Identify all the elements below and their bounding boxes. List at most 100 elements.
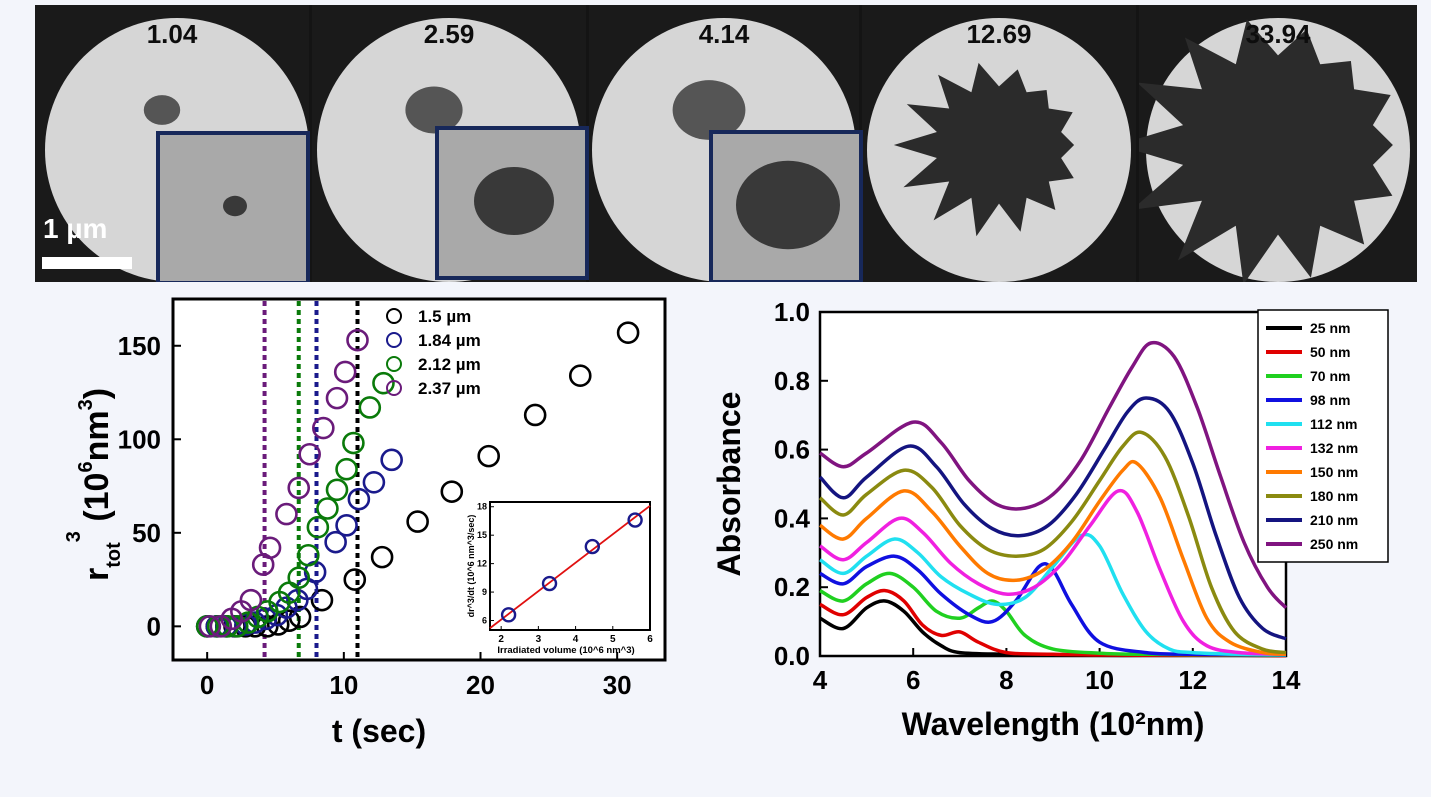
absorbance-chart: 4 6 8 10 12 14 0.0 0.2 0.4 0.6 0.8 1.0 Wavelength (1… (711, 297, 1389, 742)
y-tick-label: 0.2 (774, 572, 810, 602)
legend-label: 50 nm (1310, 344, 1350, 360)
frame-image (589, 5, 859, 282)
y-tick-label: 0 (147, 611, 161, 641)
legend-label: 2.12 µm (418, 355, 481, 374)
x-tick-label: 0 (200, 670, 214, 700)
nanoparticle (672, 80, 746, 140)
data-point (239, 588, 263, 612)
liquid-cell-window (317, 18, 581, 282)
inset-y-tick-label: 18 (477, 502, 487, 512)
data-point (287, 476, 311, 500)
legend-label: 150 nm (1310, 464, 1358, 480)
data-point (380, 448, 403, 472)
data-point (324, 530, 347, 554)
y-axis-label-part: ) (78, 388, 116, 399)
data-point (312, 416, 335, 440)
series-markers (198, 328, 369, 638)
liquid-cell-window (1139, 18, 1410, 282)
data-point (440, 480, 464, 503)
inset-y-tick-label: 12 (477, 559, 487, 569)
series-line (818, 396, 1287, 641)
data-point (325, 386, 349, 410)
inset-x-tick-label: 2 (498, 634, 504, 645)
legend-label: 2.37 µm (418, 379, 481, 398)
y-tick-label: 0.6 (774, 435, 810, 465)
legend-label: 1.84 µm (418, 331, 481, 350)
inset-x-axis-label: Irradiated volume (10^6 nm^3) (497, 645, 634, 656)
data-point (568, 364, 592, 387)
inset-data-point (584, 538, 601, 555)
tem-frame-2: 2.59 (312, 5, 586, 282)
nanoparticle (1139, 19, 1393, 282)
data-point (333, 360, 357, 384)
legend-label: 112 nm (1310, 416, 1357, 432)
y-axis-label: rtot3 (106nm3) (63, 388, 125, 581)
x-tick-label: 30 (603, 670, 632, 700)
inset-data-point (627, 512, 643, 528)
data-point (234, 613, 257, 636)
x-tick-label: 12 (1178, 665, 1207, 695)
inset-y-tick-label: 15 (477, 530, 487, 540)
data-point (254, 607, 278, 631)
series-line (818, 459, 1287, 657)
y-axis-label-part: r (78, 568, 116, 581)
nanoparticle (405, 86, 463, 134)
y-axis-label: Absorbance (711, 392, 747, 577)
x-tick-label: 6 (906, 665, 920, 695)
data-point (370, 545, 394, 569)
y-axis-label-part: 3 (75, 399, 97, 410)
data-point (277, 609, 301, 633)
liquid-cell-window (592, 18, 856, 282)
frame-image (862, 5, 1136, 282)
y-axis-label-part: nm (78, 410, 116, 461)
nanoparticle (143, 95, 181, 125)
data-point (310, 588, 334, 612)
data-point (372, 371, 395, 395)
data-point (362, 471, 386, 494)
y-axis-label-part: tot (103, 542, 125, 568)
inset-chart: 2 3 4 5 6 6 9 12 15 18 Irradiated volume (10^6 nm^… (466, 501, 653, 656)
frame-time-label: 12.69 (966, 19, 1032, 49)
frame-image (1139, 5, 1417, 282)
cell-window-disk (592, 18, 856, 282)
tem-frame-1: 1.04 1 µm (35, 5, 309, 282)
scale-bar-label: 1 µm (43, 213, 108, 244)
data-point (335, 457, 358, 481)
inset-x-tick-label: 3 (536, 634, 542, 645)
data-point (343, 568, 367, 591)
y-tick-label: 100 (118, 424, 161, 454)
y-tick-label: 0.4 (774, 503, 811, 533)
data-point (523, 403, 547, 427)
inset-x-tick-label: 5 (610, 634, 616, 645)
scale-bar (42, 257, 132, 269)
x-tick-label: 14 (1272, 665, 1301, 695)
legend-label: 210 nm (1310, 512, 1358, 528)
x-axis-label: t (sec) (332, 713, 426, 749)
data-point (287, 566, 311, 589)
legend-marker (386, 356, 402, 372)
frame-time-label: 2.59 (423, 19, 475, 49)
inset-x-tick-label: 4 (573, 634, 579, 645)
x-tick-label: 20 (466, 670, 495, 700)
legend-label: 70 nm (1310, 368, 1350, 384)
legend-label: 132 nm (1310, 440, 1358, 456)
frame-time-label: 33.94 (1245, 19, 1311, 49)
legend-marker (386, 308, 402, 324)
legend-label: 25 nm (1310, 320, 1350, 336)
data-point (477, 444, 501, 468)
data-point (316, 497, 339, 520)
x-tick-label: 10 (329, 670, 358, 700)
inset-y-tick-label: 6 (482, 616, 487, 626)
legend-label: 250 nm (1310, 536, 1358, 552)
data-point (198, 615, 222, 638)
series-markers (195, 371, 395, 638)
data-point (347, 487, 371, 511)
x-tick-label: 4 (813, 665, 828, 695)
y-tick-label: 150 (118, 331, 161, 361)
cell-window-disk (317, 18, 581, 282)
inset-x-tick-label: 6 (647, 634, 653, 645)
data-point (406, 510, 429, 533)
y-tick-label: 50 (132, 518, 161, 548)
legend-label: 180 nm (1310, 488, 1358, 504)
